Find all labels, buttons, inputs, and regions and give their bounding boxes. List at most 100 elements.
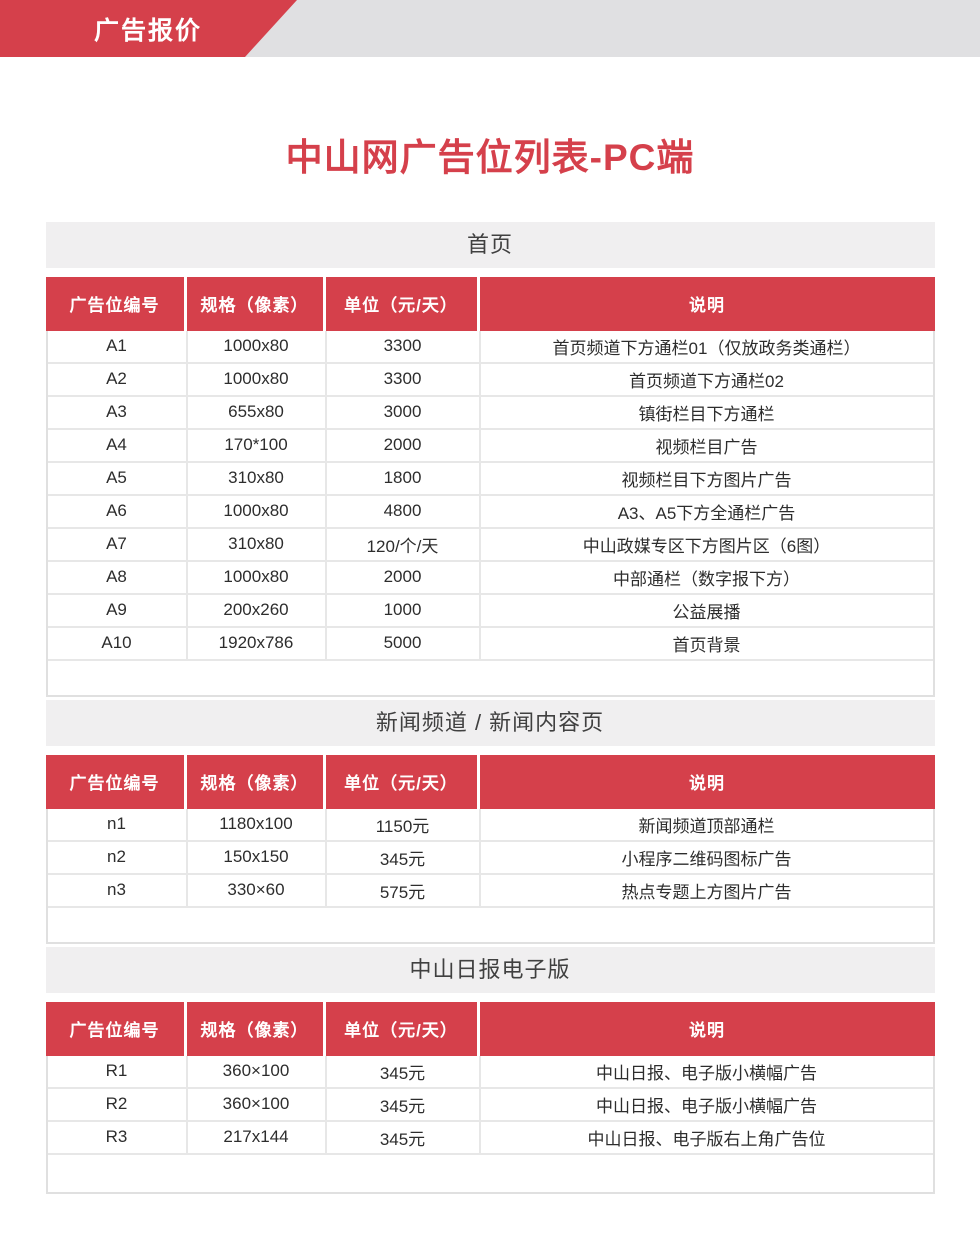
banner-label: 广告报价 (94, 16, 203, 45)
cell-spec: 1000x80 (185, 330, 325, 362)
cell-ad-code: n2 (107, 847, 126, 867)
cell-desc: 中山日报、电子版小横幅广告 (478, 1088, 933, 1120)
cell-desc: 新闻频道顶部通栏 (478, 808, 933, 840)
cell-unit: 2000 (324, 429, 479, 461)
col-header-unit: 单位（元/天） (322, 276, 477, 331)
table-row: A7 310x80 120/个/天 中山政媒专区下方图片区（6图） (47, 528, 933, 562)
table-row: A8 1000x80 2000 中部通栏（数字报下方） (47, 561, 933, 595)
section-title-news: 新闻频道 / 新闻内容页 (45, 699, 935, 746)
cell-spec: 200x260 (185, 594, 325, 626)
cell-spec: 310x80 (185, 528, 325, 560)
table-row: A9 200x260 1000 公益展播 (47, 594, 933, 628)
col-header-desc: 说明 (476, 1001, 935, 1056)
cell-spec: 330×60 (185, 874, 325, 906)
cell-unit: 1150元 (324, 808, 479, 840)
cell-unit: 5000 (324, 627, 479, 659)
cell-desc: 公益展播 (478, 594, 933, 626)
cell-ad-code: A10 (101, 633, 132, 653)
table-header-row: 广告位编号 规格（像素） 单位（元/天） 说明 (45, 1001, 935, 1056)
cell-ad-code: R1 (105, 1061, 128, 1081)
cell-desc: 首页背景 (478, 627, 933, 659)
cell-desc: 中部通栏（数字报下方） (478, 561, 933, 593)
col-header-desc: 说明 (476, 276, 935, 331)
cell-ad-code: R2 (105, 1094, 128, 1114)
table-row: A5 310x80 1800 视频栏目下方图片广告 (47, 462, 933, 496)
table-row: A2 1000x80 3300 首页频道下方通栏02 (47, 363, 933, 397)
cell-ad-code: A8 (106, 567, 127, 587)
cell-unit: 4800 (324, 495, 479, 527)
cell-unit: 345元 (324, 1121, 479, 1153)
col-header-spec: 规格（像素） (183, 754, 323, 809)
table-header-row: 广告位编号 规格（像素） 单位（元/天） 说明 (45, 276, 935, 331)
cell-spec: 1000x80 (185, 495, 325, 527)
section-title-daily-epaper: 中山日报电子版 (45, 946, 935, 993)
table-row: A4 170*100 2000 视频栏目广告 (47, 429, 933, 463)
empty-cell (48, 661, 933, 695)
pricing-content: 首页 广告位编号 规格（像素） 单位（元/天） 说明 A1 1000x80 33… (45, 221, 935, 1194)
cell-spec: 310x80 (185, 462, 325, 494)
cell-unit: 345元 (324, 841, 479, 873)
col-header-ad-code: 广告位编号 (69, 774, 160, 794)
table-body: n1 1180x100 1150元 新闻频道顶部通栏 n2 150x150 34… (45, 808, 935, 944)
col-header-ad-code: 广告位编号 (69, 1021, 160, 1041)
cell-spec: 150x150 (185, 841, 325, 873)
table-row: A1 1000x80 3300 首页频道下方通栏01（仅放政务类通栏） (47, 330, 933, 364)
empty-cell (48, 908, 933, 942)
cell-unit: 1800 (324, 462, 479, 494)
cell-unit: 345元 (324, 1055, 479, 1087)
cell-spec: 655x80 (185, 396, 325, 428)
cell-unit: 3300 (324, 330, 479, 362)
cell-spec: 1180x100 (185, 808, 325, 840)
cell-unit: 3000 (324, 396, 479, 428)
cell-desc: 首页频道下方通栏02 (478, 363, 933, 395)
cell-unit: 345元 (324, 1088, 479, 1120)
cell-ad-code: A9 (106, 600, 127, 620)
section-daily-epaper: 中山日报电子版 广告位编号 规格（像素） 单位（元/天） 说明 R1 360×1… (45, 946, 935, 1194)
col-header-unit: 单位（元/天） (322, 754, 477, 809)
table-row: R2 360×100 345元 中山日报、电子版小横幅广告 (47, 1088, 933, 1122)
cell-ad-code: n3 (107, 880, 126, 900)
cell-desc: 视频栏目广告 (478, 429, 933, 461)
cell-ad-code: A3 (106, 402, 127, 422)
cell-unit: 3300 (324, 363, 479, 395)
section-homepage: 首页 广告位编号 规格（像素） 单位（元/天） 说明 A1 1000x80 33… (45, 221, 935, 697)
cell-unit: 120/个/天 (324, 528, 479, 560)
cell-ad-code: n1 (107, 814, 126, 834)
col-header-spec: 规格（像素） (183, 276, 323, 331)
cell-unit: 575元 (324, 874, 479, 906)
table-row: n3 330×60 575元 热点专题上方图片广告 (47, 874, 933, 908)
empty-cell (48, 1155, 933, 1192)
cell-spec: 217x144 (185, 1121, 325, 1153)
table-row: A6 1000x80 4800 A3、A5下方全通栏广告 (47, 495, 933, 529)
table-row: n1 1180x100 1150元 新闻频道顶部通栏 (47, 808, 933, 842)
page-title: 中山网广告位列表-PC端 (285, 137, 695, 178)
table-body: A1 1000x80 3300 首页频道下方通栏01（仅放政务类通栏） A2 1… (45, 330, 935, 697)
col-header-ad-code: 广告位编号 (69, 296, 160, 316)
cell-unit: 1000 (324, 594, 479, 626)
cell-ad-code: A5 (106, 468, 127, 488)
table-header-row: 广告位编号 规格（像素） 单位（元/天） 说明 (45, 754, 935, 809)
cell-spec: 170*100 (185, 429, 325, 461)
cell-ad-code: A7 (106, 534, 127, 554)
banner-ribbon: 广告报价 (0, 0, 297, 57)
cell-ad-code: A4 (106, 435, 127, 455)
cell-spec: 1000x80 (185, 561, 325, 593)
section-title-homepage: 首页 (45, 221, 935, 268)
cell-desc: 中山日报、电子版右上角广告位 (478, 1121, 933, 1153)
cell-spec: 1000x80 (185, 363, 325, 395)
cell-desc: 小程序二维码图标广告 (478, 841, 933, 873)
cell-desc: A3、A5下方全通栏广告 (478, 495, 933, 527)
cell-ad-code: A1 (106, 336, 127, 356)
col-header-desc: 说明 (476, 754, 935, 809)
cell-desc: 视频栏目下方图片广告 (478, 462, 933, 494)
empty-row (48, 661, 933, 695)
cell-spec: 360×100 (185, 1088, 325, 1120)
cell-ad-code: R3 (105, 1127, 128, 1147)
cell-spec: 360×100 (185, 1055, 325, 1087)
cell-desc: 首页频道下方通栏01（仅放政务类通栏） (478, 330, 933, 362)
cell-ad-code: A2 (106, 369, 127, 389)
col-header-unit: 单位（元/天） (322, 1001, 477, 1056)
empty-row (48, 908, 933, 942)
cell-desc: 中山日报、电子版小横幅广告 (478, 1055, 933, 1087)
cell-desc: 中山政媒专区下方图片区（6图） (478, 528, 933, 560)
